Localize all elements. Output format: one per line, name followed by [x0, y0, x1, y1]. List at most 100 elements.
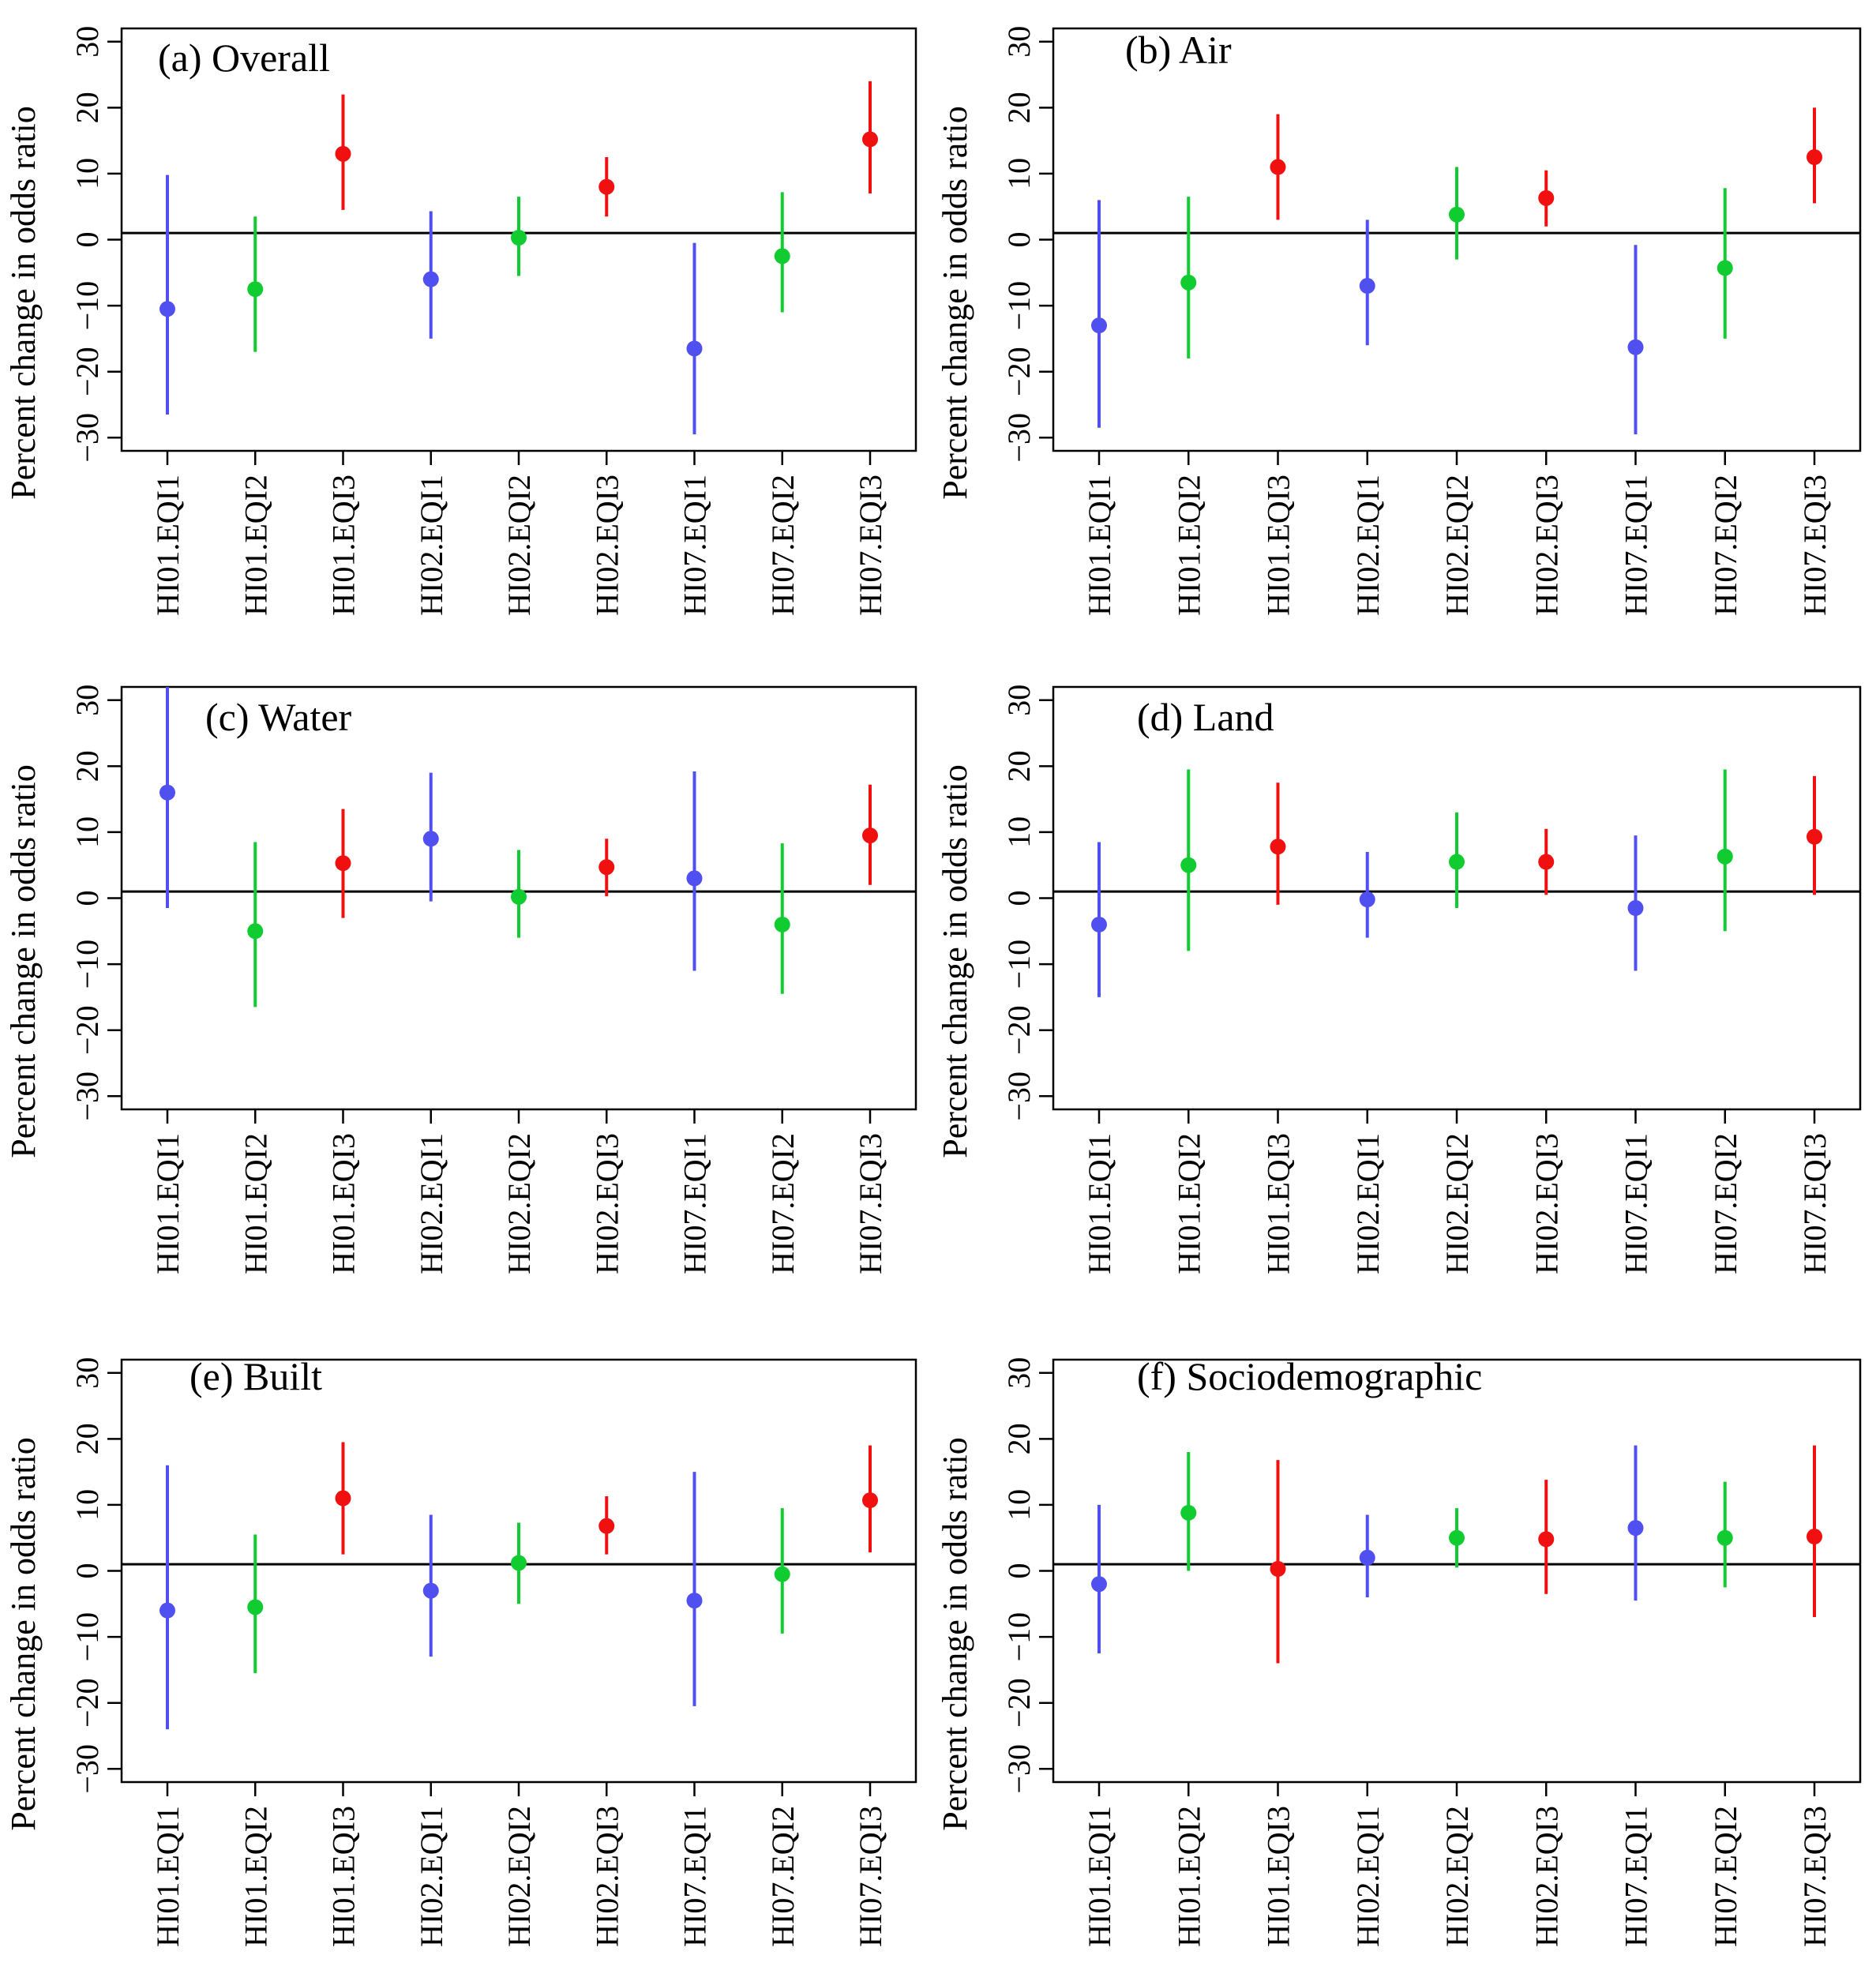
x-tick-label: HI07.EQI2	[765, 1133, 801, 1274]
data-point	[159, 301, 175, 317]
data-point	[247, 1599, 264, 1615]
x-tick-label: HI02.EQI2	[501, 1806, 537, 1947]
x-tick-label: HI02.EQI2	[501, 1133, 537, 1274]
data-point	[1091, 317, 1107, 334]
data-point	[1180, 857, 1197, 873]
data-point	[1359, 1549, 1375, 1566]
y-tick-label: 10	[1001, 1489, 1037, 1521]
x-tick-label: HI07.EQI2	[1708, 475, 1743, 616]
data-point	[247, 923, 264, 940]
data-point	[1270, 839, 1286, 855]
x-tick-label: HI07.EQI2	[1708, 1133, 1743, 1274]
x-tick-label: HI02.EQI2	[1439, 1806, 1475, 1947]
x-tick-label: HI01.EQI1	[150, 475, 186, 616]
x-tick-label: HI01.EQI3	[1261, 475, 1296, 616]
panel-title: (b) Air	[1125, 28, 1232, 72]
y-tick-label: 20	[69, 750, 105, 782]
x-tick-label: HI01.EQI3	[326, 1133, 362, 1274]
data-point	[335, 145, 351, 162]
panel-title: (f) Sociodemographic	[1137, 1354, 1482, 1398]
data-point	[422, 1582, 439, 1599]
data-point	[1717, 848, 1733, 865]
x-tick-label: HI07.EQI3	[853, 475, 888, 616]
x-tick-label: HI02.EQI3	[589, 1133, 625, 1274]
data-point	[1180, 274, 1197, 291]
data-point	[511, 888, 527, 905]
data-point	[686, 1593, 703, 1609]
x-tick-label: HI01.EQI1	[150, 1133, 186, 1274]
y-tick-label: 0	[1001, 891, 1037, 906]
data-point	[774, 248, 790, 265]
y-tick-label: −10	[69, 281, 105, 331]
data-point	[1538, 189, 1555, 206]
data-point	[1359, 891, 1375, 908]
x-tick-label: HI07.EQI1	[677, 1806, 713, 1947]
x-tick-label: HI02.EQI3	[1529, 1806, 1564, 1947]
x-tick-label: HI02.EQI1	[1350, 1806, 1386, 1947]
panel-title: (d) Land	[1137, 695, 1274, 739]
x-tick-label: HI02.EQI3	[589, 1806, 625, 1947]
x-tick-label: HI02.EQI3	[1529, 475, 1564, 616]
y-axis-label: Percent change in odds ratio	[936, 106, 974, 500]
x-tick-label: HI01.EQI2	[1171, 1806, 1206, 1947]
data-point	[862, 827, 878, 844]
x-tick-label: HI02.EQI1	[1350, 1133, 1386, 1274]
x-tick-label: HI02.EQI1	[414, 1133, 449, 1274]
y-axis-label: Percent change in odds ratio	[936, 764, 974, 1158]
x-tick-label: HI02.EQI2	[501, 475, 537, 616]
data-point	[511, 229, 527, 246]
x-tick-label: HI01.EQI3	[1261, 1806, 1296, 1947]
y-tick-label: 30	[1001, 26, 1037, 58]
x-tick-label: HI01.EQI2	[1171, 1133, 1206, 1274]
panel-6: 30 20 10 0 −10 −20 −30 Percent change in odds r…	[936, 1354, 1862, 1947]
x-tick-label: HI01.EQI2	[238, 1133, 273, 1274]
data-point	[1807, 149, 1822, 166]
data-point	[1359, 278, 1375, 295]
y-tick-label: −30	[1001, 413, 1037, 463]
y-tick-label: 0	[69, 232, 105, 248]
y-tick-label: 30	[1001, 685, 1037, 716]
x-tick-label: HI02.EQI3	[1529, 1133, 1564, 1274]
y-axis-label: Percent change in odds ratio	[4, 1437, 43, 1831]
y-tick-label: 30	[69, 26, 105, 58]
data-point	[247, 281, 264, 298]
x-tick-label: HI07.EQI3	[1797, 475, 1833, 616]
data-point	[1449, 1529, 1465, 1546]
x-tick-label: HI07.EQI3	[853, 1806, 888, 1947]
data-point	[1627, 900, 1644, 917]
y-tick-label: 20	[1001, 92, 1037, 123]
x-tick-label: HI07.EQI1	[1619, 1806, 1654, 1947]
x-tick-label: HI02.EQI2	[1439, 475, 1475, 616]
data-point	[1449, 854, 1465, 870]
data-point	[422, 831, 439, 847]
x-tick-label: HI01.EQI3	[326, 1806, 362, 1947]
data-point	[598, 1518, 615, 1534]
x-tick-label: HI01.EQI1	[150, 1806, 186, 1947]
y-tick-label: −20	[69, 1678, 105, 1728]
data-point	[1180, 1504, 1197, 1521]
data-point	[862, 131, 878, 148]
data-point	[1807, 1529, 1822, 1545]
x-tick-label: HI07.EQI1	[677, 1133, 713, 1274]
x-tick-label: HI02.EQI1	[414, 475, 449, 616]
x-tick-label: HI07.EQI2	[1708, 1806, 1743, 1947]
data-point	[1538, 854, 1555, 870]
x-tick-label: HI07.EQI1	[677, 475, 713, 616]
y-tick-label: 30	[69, 1357, 105, 1389]
data-point	[335, 855, 351, 872]
data-point	[1270, 1560, 1286, 1577]
panel-3: 30 20 10 0 −10 −20 −30 Percent change in odds r…	[4, 685, 917, 1274]
y-tick-label: 20	[69, 92, 105, 123]
data-point	[862, 1492, 878, 1509]
y-tick-label: −30	[69, 1744, 105, 1794]
x-tick-label: HI01.EQI3	[326, 475, 362, 616]
panel-title: (c) Water	[205, 695, 352, 739]
x-tick-label: HI07.EQI2	[765, 475, 801, 616]
x-tick-label: HI01.EQI1	[1082, 1806, 1117, 1947]
x-tick-label: HI02.EQI1	[414, 1806, 449, 1947]
data-point	[1538, 1531, 1555, 1548]
y-tick-label: 30	[69, 685, 105, 716]
x-tick-label: HI01.EQI1	[1082, 475, 1117, 616]
y-tick-label: −10	[69, 940, 105, 989]
